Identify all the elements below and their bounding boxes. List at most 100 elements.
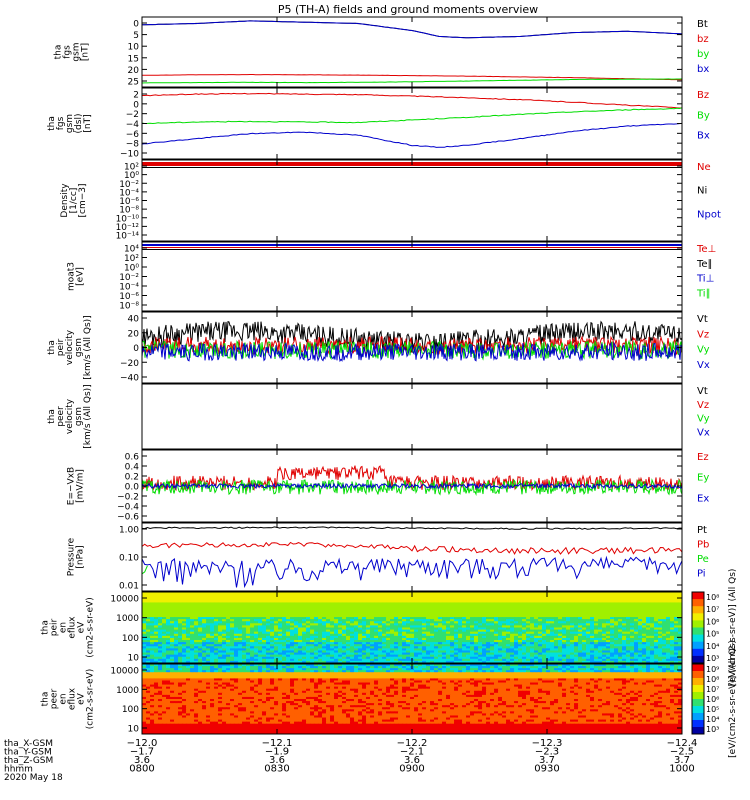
spectrogram-cell xyxy=(466,604,471,608)
spectrogram-cell xyxy=(526,600,531,604)
spectrogram-cell xyxy=(418,631,423,635)
spectrogram-cell xyxy=(618,610,623,614)
spectrogram-cell xyxy=(246,642,251,645)
spectrogram-cell xyxy=(446,598,451,601)
spectrogram-cell xyxy=(162,604,167,608)
spectrogram-cell xyxy=(386,646,391,649)
spectrogram-cell xyxy=(142,646,147,649)
spectrogram-cell xyxy=(314,617,319,620)
spectrogram-cell xyxy=(478,627,483,631)
spectrogram-cell xyxy=(614,644,619,647)
y-tick-label: 0.01 xyxy=(119,582,139,592)
spectrogram-cell xyxy=(550,625,555,629)
spectrogram-cell xyxy=(174,604,179,608)
spectrogram-cell xyxy=(566,621,571,624)
spectrogram-cell xyxy=(454,604,459,608)
spectrogram-cell xyxy=(486,654,491,658)
spectrogram-cell xyxy=(654,602,659,606)
spectrogram-cell xyxy=(458,627,463,631)
spectrogram-cell xyxy=(642,606,647,610)
spectrogram-cell xyxy=(666,637,671,641)
spectrogram-cell xyxy=(302,660,307,663)
series-line-bx xyxy=(142,20,682,39)
spectrogram-cell xyxy=(278,660,283,663)
spectrogram-cell xyxy=(450,658,455,662)
spectrogram-cell xyxy=(422,598,427,601)
spectrogram-cell xyxy=(518,650,523,654)
spectrogram-cell xyxy=(578,650,583,654)
spectrogram-cell xyxy=(362,600,367,604)
spectrogram-cell xyxy=(494,646,499,649)
spectrogram-cell xyxy=(206,656,211,660)
spectrogram-cell xyxy=(458,617,463,620)
spectrogram-cell xyxy=(330,629,335,633)
y-axis-label: [km/s (All Qs)] xyxy=(83,315,93,379)
spectrogram-cell xyxy=(554,621,559,624)
spectrogram-cell xyxy=(246,660,251,663)
spectrogram-cell xyxy=(218,652,223,656)
spectrogram-cell xyxy=(298,656,303,660)
spectrogram-cell xyxy=(218,648,223,652)
spectrogram-cell xyxy=(318,596,323,599)
spectrogram-cell xyxy=(338,629,343,633)
spectrogram-cell xyxy=(170,604,175,608)
spectrogram-cell xyxy=(554,612,559,616)
spectrogram-cell xyxy=(506,654,511,658)
spectrogram-cell xyxy=(530,598,535,601)
spectrogram-cell xyxy=(302,610,307,614)
spectrogram-cell xyxy=(642,600,647,604)
spectrogram-cell xyxy=(182,608,187,612)
spectrogram-cell xyxy=(630,652,635,656)
spectrogram-cell xyxy=(454,633,459,637)
spectrogram-cell xyxy=(190,640,195,643)
spectrogram-cell xyxy=(586,631,591,635)
spectrogram-cell xyxy=(302,614,307,618)
spectrogram-cell xyxy=(582,592,587,595)
spectrogram-cell xyxy=(294,619,299,622)
spectrogram-cell xyxy=(258,625,263,629)
spectrogram-cell xyxy=(558,642,563,645)
spectrogram-cell xyxy=(202,625,207,629)
spectrogram-cell xyxy=(618,604,623,608)
spectrogram-cell xyxy=(490,621,495,624)
spectrogram-cell xyxy=(666,608,671,612)
spectrogram-cell xyxy=(478,652,483,656)
spectrogram-cell xyxy=(374,610,379,614)
spectrogram-cell xyxy=(178,619,183,622)
spectrogram-cell xyxy=(298,658,303,662)
spectrogram-cell xyxy=(526,604,531,608)
spectrogram-cell xyxy=(298,648,303,652)
spectrogram-cell xyxy=(546,621,551,624)
spectrogram-cell xyxy=(362,604,367,608)
spectrogram-cell xyxy=(590,631,595,635)
spectrogram-cell xyxy=(226,631,231,635)
spectrogram-cell xyxy=(210,644,215,647)
spectrogram-cell xyxy=(526,606,531,610)
spectrogram-cell xyxy=(162,606,167,610)
spectrogram-cell xyxy=(526,627,531,631)
spectrogram-cell xyxy=(378,598,383,601)
spectrogram-cell xyxy=(662,650,667,654)
spectrogram-cell xyxy=(346,594,351,597)
spectrogram-cell xyxy=(250,629,255,633)
spectrogram-cell xyxy=(530,617,535,620)
spectrogram-cell xyxy=(542,610,547,614)
spectrogram-cell xyxy=(314,631,319,635)
spectrogram-cell xyxy=(370,654,375,658)
spectrogram-cell xyxy=(606,619,611,622)
spectrogram-cell xyxy=(334,598,339,601)
spectrogram-cell xyxy=(350,604,355,608)
spectrogram-cell xyxy=(358,604,363,608)
spectrogram-cell xyxy=(394,604,399,608)
spectrogram-cell xyxy=(574,654,579,658)
spectrogram-cell xyxy=(402,606,407,610)
spectrogram-cell xyxy=(490,598,495,601)
spectrogram-cell xyxy=(554,660,559,663)
y-axis-label: tha xyxy=(54,45,64,60)
y-tick-label: 10 xyxy=(128,43,140,53)
spectrogram-cell xyxy=(146,642,151,645)
spectrogram-cell xyxy=(606,652,611,656)
spectrogram-cell xyxy=(206,648,211,652)
spectrogram-cell xyxy=(650,598,655,601)
